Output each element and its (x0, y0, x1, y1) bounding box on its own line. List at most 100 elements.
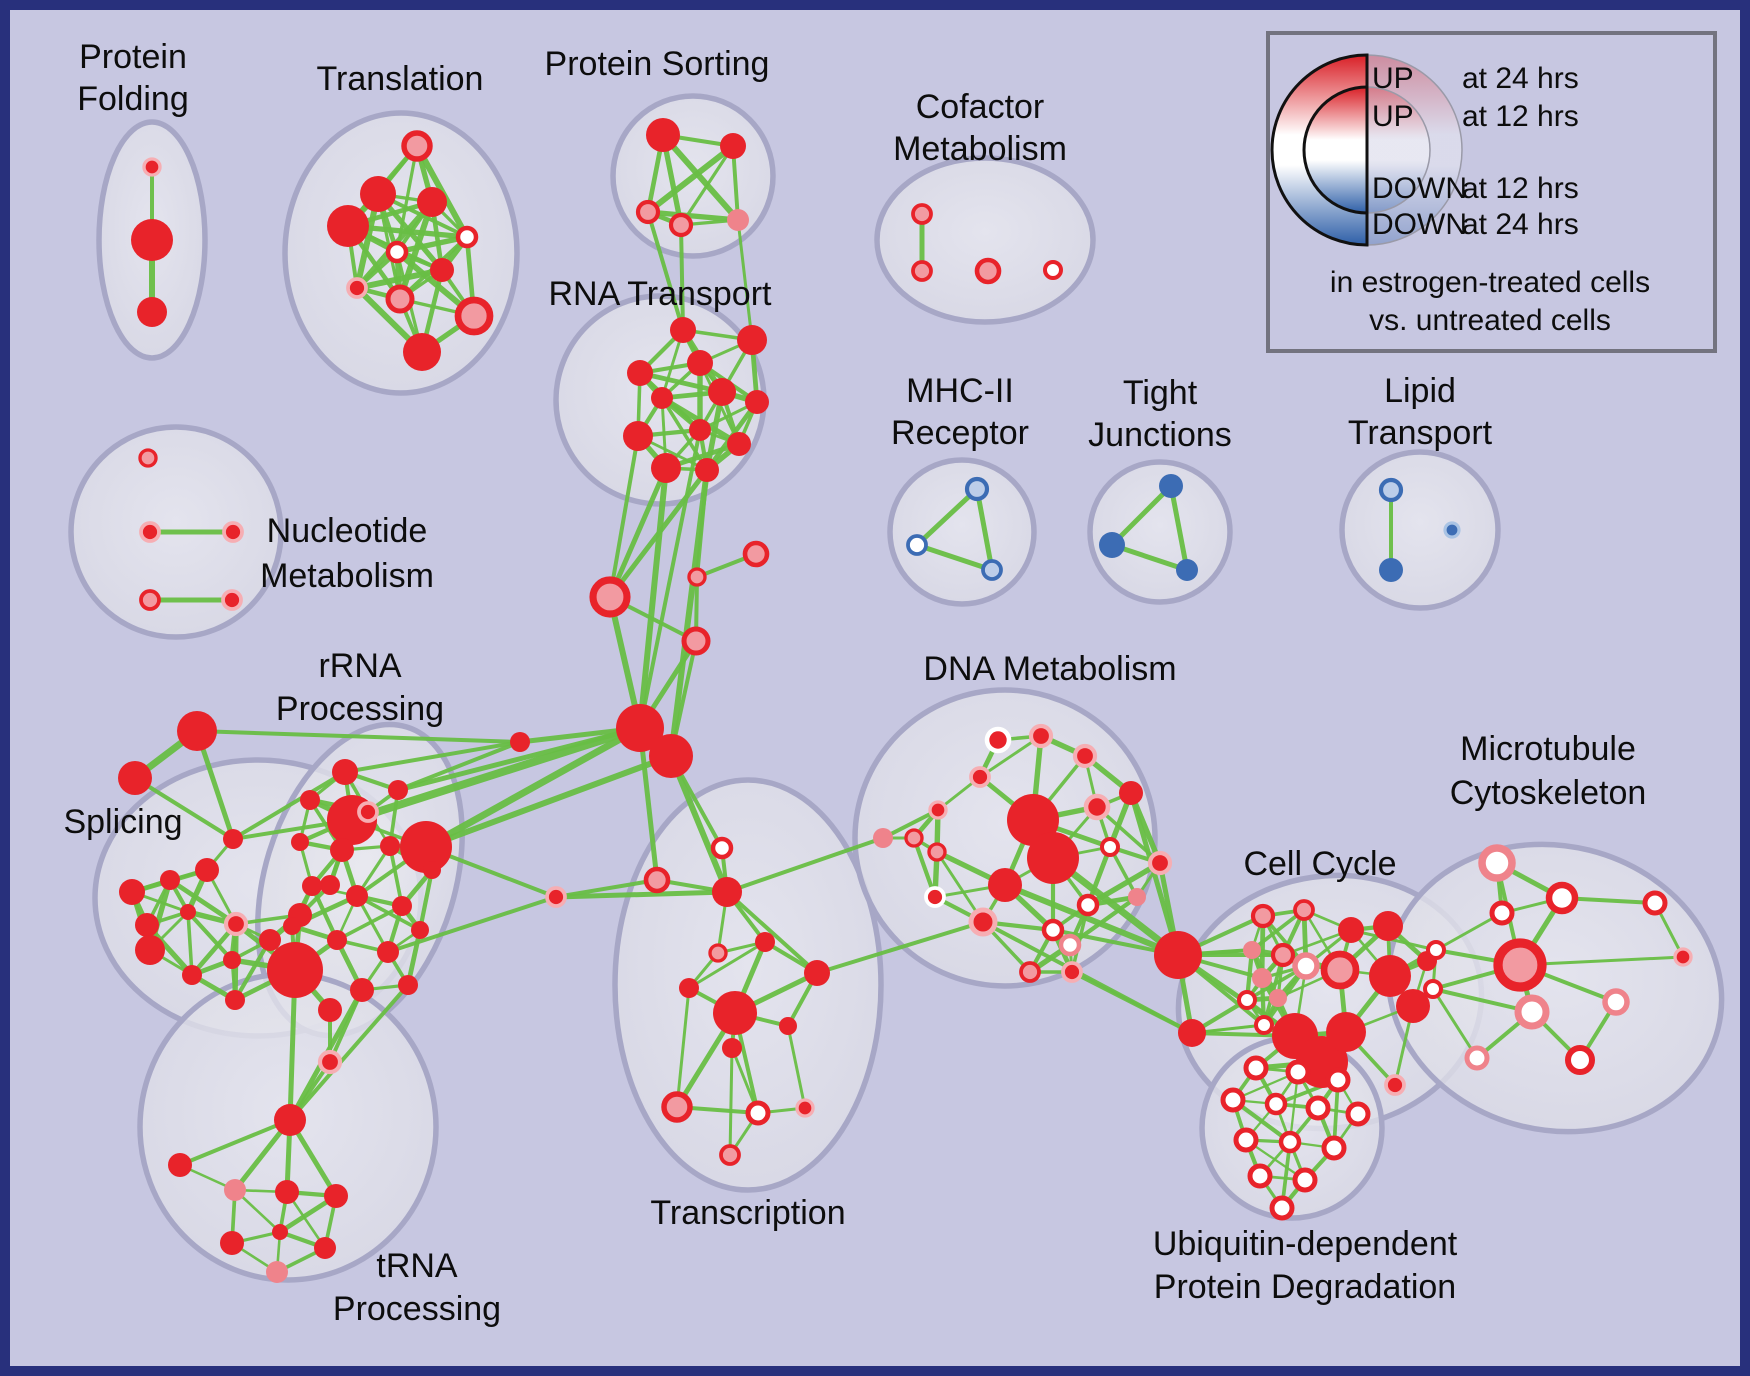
edge-link (386, 895, 558, 954)
edge-mh (974, 486, 995, 573)
gene-node-cc (1293, 899, 1315, 921)
edge-ts (725, 890, 819, 975)
edge-tj (1109, 483, 1174, 548)
edge-ps (645, 209, 741, 223)
gene-node-rr (330, 838, 354, 862)
edge-link (725, 836, 885, 894)
gene-node-ts (719, 1144, 741, 1166)
gene-node-ps (727, 209, 749, 231)
legend-inner-right-half (1366, 86, 1431, 214)
edge-tr (394, 234, 470, 255)
edge-cc (1250, 908, 1306, 952)
gene-node-ts (755, 932, 775, 952)
gene-node-rt (689, 419, 711, 441)
gene-node-mt (1493, 938, 1547, 992)
gene-node-tn (324, 1184, 348, 1208)
legend-note: in estrogen-treated cells (1330, 266, 1650, 299)
gene-node-dm (984, 726, 1012, 754)
edge-link (679, 223, 685, 332)
edge-sp (167, 877, 239, 927)
edge-ps (679, 144, 735, 227)
gene-node-sp (223, 911, 249, 937)
edge-link (1070, 970, 1194, 1035)
gene-node-hb (649, 734, 693, 778)
gene-node-mt (1545, 881, 1579, 915)
gene-node-dm (1147, 850, 1173, 876)
gene-node-rt (651, 453, 681, 483)
edge-mh (914, 542, 995, 573)
gene-node-dm (1041, 918, 1065, 942)
gene-node-cc (1384, 1074, 1406, 1096)
edge-link (288, 983, 410, 1122)
gene-node-rr (380, 836, 400, 856)
gene-node-hb (616, 704, 664, 752)
gene-node-rr (350, 978, 374, 1002)
gene-node-mt (1464, 1045, 1490, 1071)
gene-node-hb (545, 886, 567, 908)
gene-node-dm (1083, 793, 1111, 821)
gene-node-tn (220, 1231, 244, 1255)
edge-link (815, 920, 985, 975)
gene-node-dm (1076, 893, 1100, 917)
gene-node-ub (1233, 1127, 1259, 1153)
edge-link (553, 889, 730, 900)
gene-node-rt (687, 350, 713, 376)
gene-node-cc (1338, 917, 1364, 943)
gene-node-cc (1269, 989, 1287, 1007)
gene-node-cc (1243, 941, 1261, 959)
edge-ts (728, 1046, 734, 1157)
gene-node-dm (1072, 743, 1098, 769)
edge-ts (687, 940, 767, 990)
cluster-label-nm: Nucleotide (267, 512, 428, 550)
gene-node-ub (1247, 1163, 1273, 1189)
edge-ts (786, 1024, 807, 1110)
gene-node-sp (180, 904, 196, 920)
edge-link (423, 753, 674, 850)
gene-node-tr (327, 205, 369, 247)
gene-node-sp (195, 858, 219, 882)
edge-link (343, 740, 522, 774)
gene-node-mt (1565, 1045, 1595, 1075)
edge-link (607, 465, 669, 600)
gene-node-cc (1178, 1019, 1206, 1047)
cluster-label-ub: Ubiquitin-dependent (1153, 1225, 1458, 1263)
gene-node-cf (1043, 260, 1063, 280)
legend-direction-1: UP (1372, 100, 1414, 133)
gene-node-ts (679, 978, 699, 998)
edge-link (1049, 854, 1182, 959)
gene-node-tr (401, 130, 433, 162)
edge-mt (1434, 911, 1504, 952)
gene-node-dm (924, 886, 946, 908)
gene-node-ts (710, 836, 734, 860)
gene-node-rt (708, 378, 736, 406)
gene-node-ub (1321, 1135, 1347, 1161)
edge-link (668, 467, 710, 759)
gene-node-mt (1673, 947, 1693, 967)
gene-node-ps (668, 212, 694, 238)
edge-ps (645, 143, 736, 215)
legend-note: vs. untreated cells (1369, 304, 1611, 337)
gene-node-tr (360, 176, 396, 212)
gene-node-rt (651, 387, 673, 409)
edge-link (736, 218, 754, 342)
gene-node-mh (981, 559, 1003, 581)
gene-node-sp (160, 870, 180, 890)
gene-node-rr (332, 759, 358, 785)
cluster-label-ub: Protein Degradation (1154, 1268, 1456, 1306)
gene-node-rr (411, 921, 429, 939)
edge-ps (660, 132, 741, 223)
edge-sp (186, 910, 194, 977)
gene-node-ts (713, 991, 757, 1035)
gene-node-tn (274, 1104, 306, 1136)
edge-mt (1431, 987, 1479, 1060)
gene-node-mh (964, 476, 990, 502)
gene-node-tn (272, 1224, 288, 1240)
gene-node-dm (1019, 961, 1041, 983)
gene-node-ub (1285, 1059, 1311, 1085)
gene-node-dm (1028, 723, 1054, 749)
gene-node-hb (873, 828, 893, 848)
gene-node-dm (1119, 781, 1143, 805)
gene-node-rt (737, 325, 767, 355)
